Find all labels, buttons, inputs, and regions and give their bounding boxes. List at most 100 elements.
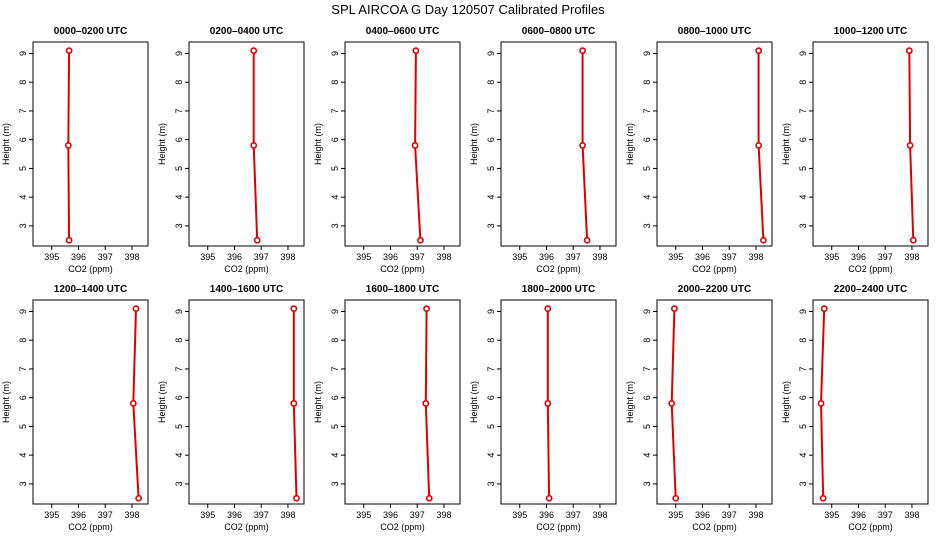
y-tick-label: 7 <box>330 366 340 371</box>
y-axis-label: Height (m) <box>1 123 11 165</box>
figure-title: SPL AIRCOA G Day 120507 Calibrated Profi… <box>331 2 605 17</box>
y-axis-label: Height (m) <box>625 381 635 423</box>
x-axis-label: CO2 (ppm) <box>692 264 737 274</box>
x-tick-label: 397 <box>878 510 893 520</box>
x-tick-label: 395 <box>44 510 59 520</box>
y-axis-label: Height (m) <box>313 123 323 165</box>
y-tick-label: 4 <box>18 195 28 200</box>
plot-frame <box>656 299 773 505</box>
x-axis-label: CO2 (ppm) <box>224 522 269 532</box>
x-axis-label: CO2 (ppm) <box>68 522 113 532</box>
y-tick-label: 7 <box>330 108 340 113</box>
x-tick-label: 396 <box>539 252 554 262</box>
x-axis-label: CO2 (ppm) <box>692 522 737 532</box>
data-point <box>583 236 591 244</box>
y-tick-label: 4 <box>174 195 184 200</box>
y-axis-label: Height (m) <box>469 123 479 165</box>
x-tick-label: 398 <box>592 252 607 262</box>
y-tick-label: 4 <box>642 453 652 458</box>
y-tick-label: 4 <box>642 195 652 200</box>
y-tick-label: 3 <box>486 223 496 228</box>
y-axis-label: Height (m) <box>781 381 791 423</box>
x-tick-label: 398 <box>280 252 295 262</box>
y-tick-label: 3 <box>798 481 808 486</box>
y-tick-label: 5 <box>18 424 28 429</box>
y-tick-label: 4 <box>486 195 496 200</box>
y-tick-label: 8 <box>18 338 28 343</box>
x-tick-label: 398 <box>904 252 919 262</box>
data-point <box>755 47 763 55</box>
y-tick-label: 7 <box>798 366 808 371</box>
x-axis-label: CO2 (ppm) <box>536 264 581 274</box>
x-tick-label: 395 <box>200 252 215 262</box>
plot-frame <box>500 299 617 505</box>
y-tick-label: 5 <box>174 166 184 171</box>
x-tick-label: 396 <box>851 252 866 262</box>
y-tick-label: 3 <box>174 223 184 228</box>
data-point <box>290 400 298 407</box>
x-tick-label: 398 <box>748 252 763 262</box>
profile-panel: 1000–1200 UTC 395 396 397 398 3 4 5 6 7 8 9 CO2 (ppm… <box>781 26 929 274</box>
y-tick-label: 9 <box>330 51 340 56</box>
y-tick-label: 9 <box>798 51 808 56</box>
x-tick-label: 396 <box>71 252 86 262</box>
panel-title: 0600–0800 UTC <box>522 26 595 37</box>
x-tick-label: 396 <box>383 510 398 520</box>
data-point <box>423 305 430 313</box>
y-tick-label: 7 <box>798 108 808 113</box>
profile-panel: 0400–0600 UTC 395 396 397 398 3 4 5 6 7 8 9 CO2 (ppm… <box>313 26 461 274</box>
y-tick-label: 9 <box>486 51 496 56</box>
x-tick-label: 395 <box>356 510 371 520</box>
data-point <box>909 236 917 244</box>
x-axis-label: CO2 (ppm) <box>68 264 113 274</box>
y-tick-label: 8 <box>174 338 184 343</box>
y-tick-label: 8 <box>174 80 184 85</box>
profile-panel: 1200–1400 UTC 395 396 397 398 3 4 5 6 7 8 9 CO2 (ppm… <box>1 284 149 532</box>
data-point <box>417 236 424 244</box>
panel-title: 1800–2000 UTC <box>522 284 595 295</box>
plot-frame <box>812 299 929 505</box>
x-axis-label: CO2 (ppm) <box>536 522 581 532</box>
y-tick-label: 6 <box>642 137 652 142</box>
x-axis-label: CO2 (ppm) <box>380 264 425 274</box>
plot-frame <box>188 299 305 505</box>
panel-title: 0400–0600 UTC <box>366 26 439 37</box>
y-axis-label: Height (m) <box>157 381 167 423</box>
data-point <box>253 236 261 244</box>
y-tick-label: 9 <box>174 309 184 314</box>
x-tick-label: 397 <box>566 510 581 520</box>
panel-title: 1000–1200 UTC <box>834 26 907 37</box>
data-point <box>250 47 258 55</box>
profile-panel: 1400–1600 UTC 395 396 397 398 3 4 5 6 7 8 9 CO2 (ppm… <box>157 284 305 532</box>
x-tick-label: 395 <box>356 252 371 262</box>
profile-panel: 1600–1800 UTC 395 396 397 398 3 4 5 6 7 8 9 CO2 (ppm… <box>313 284 461 532</box>
y-axis-label: Height (m) <box>625 123 635 165</box>
x-tick-label: 395 <box>824 252 839 262</box>
data-point <box>135 494 143 502</box>
data-point <box>65 236 73 244</box>
x-axis-label: CO2 (ppm) <box>380 522 425 532</box>
y-tick-label: 4 <box>330 195 340 200</box>
y-tick-label: 6 <box>174 395 184 400</box>
y-tick-label: 7 <box>18 108 28 113</box>
x-tick-label: 395 <box>512 252 527 262</box>
y-tick-label: 4 <box>798 453 808 458</box>
x-tick-label: 396 <box>71 510 86 520</box>
data-point <box>760 236 767 244</box>
data-point <box>579 142 586 149</box>
y-tick-label: 3 <box>798 223 808 228</box>
x-axis-label: CO2 (ppm) <box>848 522 893 532</box>
data-point <box>64 142 72 149</box>
y-tick-label: 3 <box>330 223 340 228</box>
data-point <box>422 400 430 407</box>
x-tick-label: 396 <box>695 510 710 520</box>
data-point <box>132 305 140 313</box>
y-tick-label: 4 <box>174 453 184 458</box>
y-tick-label: 4 <box>486 453 496 458</box>
data-point <box>817 400 825 407</box>
panel-title: 1400–1600 UTC <box>210 284 283 295</box>
x-tick-label: 397 <box>98 510 113 520</box>
plot-frame <box>32 299 149 505</box>
panel-title: 2000–2200 UTC <box>678 284 751 295</box>
